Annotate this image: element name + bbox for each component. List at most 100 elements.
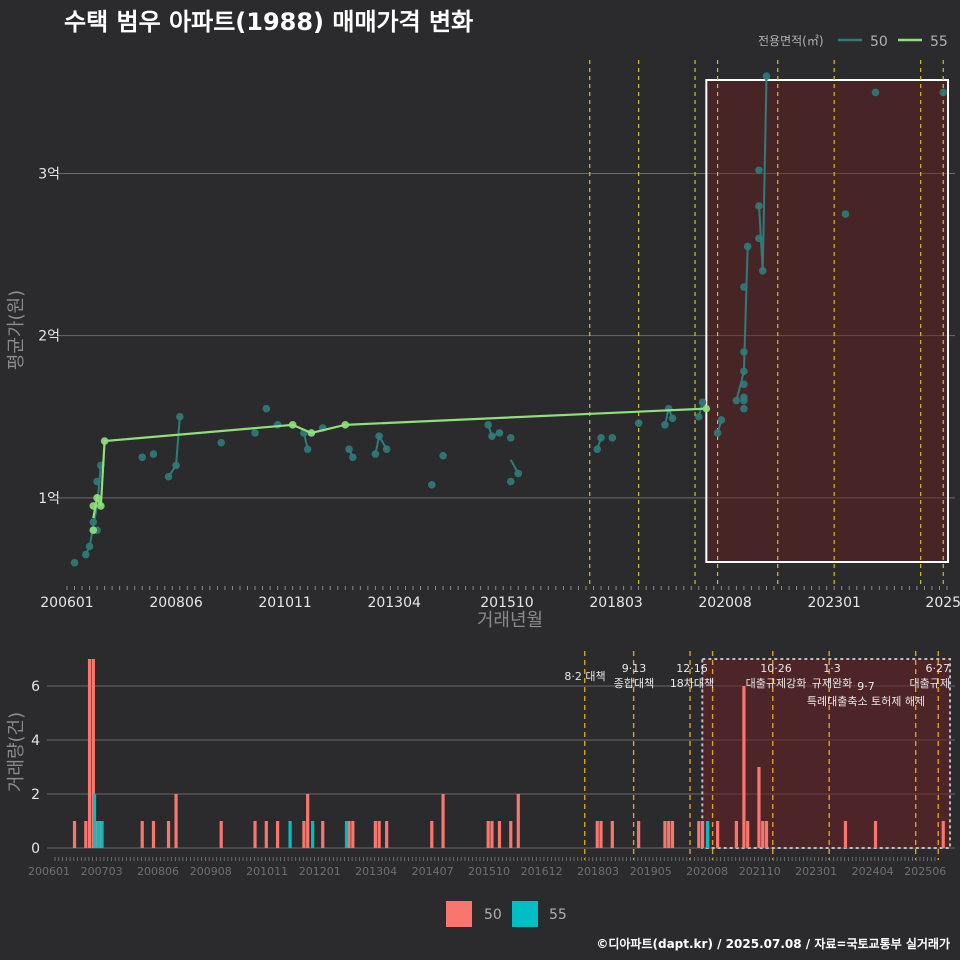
bar-50 [486,821,490,848]
series-50-point [668,414,677,423]
bar-50 [219,821,223,848]
series-50-point [382,445,391,453]
y-tick-label-volume: 6 [31,679,40,695]
bar-50 [253,821,257,848]
series-50-point [89,518,98,526]
series-50-point [871,88,880,97]
series-55-point [97,502,105,510]
series-50-point [93,477,101,486]
series-50-point [82,550,90,559]
series-50-point [694,412,703,421]
bar-50 [72,821,77,848]
series-50-point [608,434,617,442]
series-55-line [92,407,707,519]
bar-50 [302,821,306,848]
legend-bar-label-50: 50 [484,907,502,923]
x-tick-label-price: 201510 [480,595,533,611]
series-50-point [371,450,380,458]
chart-title: 수택 범우 아파트(1988) 매매가격 변화 [64,8,473,36]
bar-55 [344,821,349,848]
series-50-point [713,429,722,437]
bar-50 [516,794,520,848]
x-axis-title: 거래년월 [477,610,543,631]
policy-label: 대출규제 [910,677,950,690]
bar-50 [715,821,720,848]
series-50-point [755,166,763,175]
series-50-point [303,445,312,453]
series-50-point [740,404,748,413]
x-tick-label-price: 202008 [698,595,751,611]
x-tick-label-volume: 202506 [904,865,946,878]
series-50-point [740,393,748,402]
x-tick-label-volume: 200703 [81,865,123,878]
series-50-point [661,421,669,429]
series-50-point [176,412,184,421]
bar-50 [430,821,434,848]
y-tick-label-price: 1억 [38,491,60,507]
series-55-point [307,429,316,437]
bar-50 [843,821,848,848]
series-55-point [288,421,297,429]
y-tick-label-price: 3억 [38,167,60,183]
policy-label: 특례대출축소 토허제 해제 [807,694,925,708]
y-tick-label-volume: 0 [31,841,40,857]
bar-50 [667,821,671,848]
bar-50 [87,659,92,848]
series-50-point [506,434,515,442]
bar-50 [599,821,603,848]
bar-50 [91,659,95,848]
series-50-point [427,481,436,489]
bar-50 [595,821,599,848]
series-50-point [138,453,147,462]
series-50-point [732,396,741,405]
x-tick-label-volume: 202404 [852,865,894,878]
series-50-point [634,419,643,428]
series-50-point [841,210,850,218]
series-50-point [149,450,158,458]
series-50-point [439,451,447,460]
footer-credit: ©디아파트(dapt.kr) / 2025.07.08 / 자료=국토교통부 실… [596,936,950,951]
highlight-region-price [705,79,949,563]
bar-50 [697,821,701,848]
series-50-point [262,404,271,413]
series-55-point [100,437,109,445]
bar-50 [941,821,945,848]
bar-55 [96,821,100,848]
bar-50 [509,821,513,848]
bar-50 [151,821,156,848]
policy-label: 12·16 [676,662,708,675]
series-50-point [375,432,383,440]
top-legend: 전용면적(㎡) 50 55 [758,34,948,50]
bar-55 [288,821,292,848]
series-50-point [593,445,602,453]
bar-50 [764,821,769,848]
series-50-point [484,421,492,429]
bar-50 [174,794,178,848]
series-50-point [758,267,767,275]
x-tick-label-price: 201803 [589,595,642,611]
series-50-point [740,380,748,389]
policy-label: 대출규제강화 [746,677,807,690]
bar-50 [637,821,641,848]
x-tick-label-volume: 201201 [299,865,341,878]
x-tick-label-volume: 201612 [521,865,563,878]
y-tick-label-volume: 4 [31,733,40,749]
policy-label: 9·13 [622,662,647,675]
bar-50 [663,821,667,848]
series-55-point [93,494,101,502]
legend-swatch-55 [512,901,538,927]
series-50-point [85,542,94,551]
bar-50 [306,794,310,848]
series-50-point [717,416,726,424]
bar-50 [873,821,878,848]
policy-label: 18차대책 [670,677,714,690]
bar-50 [347,821,351,848]
series-50-point [743,242,752,251]
policy-label: 1·3 [823,662,841,675]
y-axis-title-price: 평균가(원) [6,290,27,370]
bar-55 [311,821,315,848]
series-50-point [217,438,225,447]
policy-label: 9·7 [857,680,875,693]
